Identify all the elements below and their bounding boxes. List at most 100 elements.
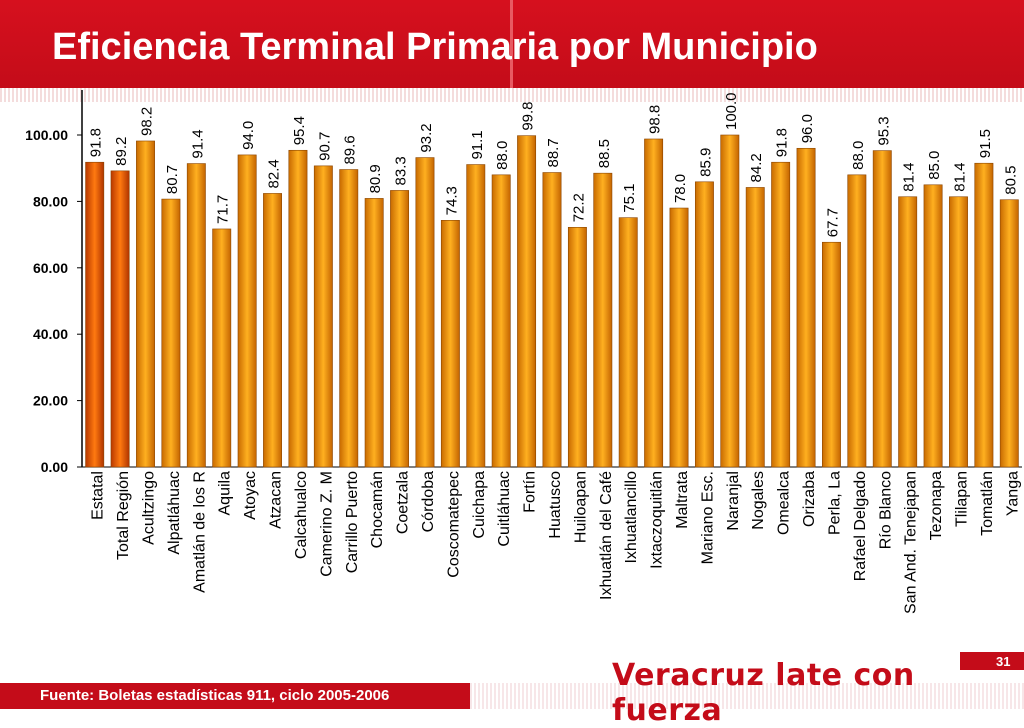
data-label: 89.6 — [342, 135, 359, 164]
y-tick-label: 60.00 — [33, 260, 68, 276]
data-label: 96.0 — [799, 114, 816, 143]
category-label: Cuichapa — [471, 471, 488, 539]
category-label: Ixtaczoquitlán — [649, 471, 666, 569]
data-label: 98.8 — [647, 105, 664, 134]
category-label: Total Región — [115, 471, 132, 560]
category-label: Coetzala — [395, 471, 412, 534]
category-label: Amatlán de los R — [191, 471, 208, 593]
bar — [618, 217, 638, 468]
data-label: 91.8 — [88, 128, 105, 157]
bar — [161, 198, 181, 468]
y-tick-label: 100.00 — [25, 127, 68, 143]
data-label: 85.0 — [926, 151, 943, 180]
category-label: Coscomatepec — [445, 471, 462, 578]
bar — [440, 220, 460, 468]
category-label: Ixhuatlán del Café — [598, 471, 615, 600]
category-label: Calcahualco — [293, 471, 310, 559]
bar — [644, 138, 664, 468]
data-label: 74.3 — [443, 186, 460, 215]
page-title: Eficiencia Terminal Primaria por Municip… — [52, 26, 818, 68]
bar — [339, 169, 359, 468]
x-axis-labels: Estatal Total Región Acultzingo Alpatláhuac… — [90, 471, 1022, 614]
bar — [720, 134, 740, 468]
bar — [542, 172, 562, 468]
data-label: 72.2 — [570, 193, 587, 222]
data-label: 83.3 — [393, 156, 410, 185]
bar — [999, 199, 1019, 468]
bar — [974, 162, 994, 468]
category-label: Córdoba — [420, 471, 437, 532]
category-label: Yanga — [1004, 471, 1021, 516]
data-label: 100.0 — [723, 92, 740, 130]
bar — [288, 149, 308, 468]
data-label: 67.7 — [824, 208, 841, 237]
footer-bar — [0, 683, 470, 709]
data-label: 80.7 — [164, 165, 181, 194]
y-tick-label: 80.00 — [33, 193, 68, 209]
bar — [263, 193, 282, 468]
header-stripe — [0, 88, 1024, 102]
bar — [872, 150, 892, 468]
category-label: Perla, La — [826, 471, 843, 535]
bar — [898, 196, 918, 468]
bar — [313, 165, 333, 468]
bar — [593, 172, 613, 468]
bar — [771, 161, 791, 468]
data-label: 95.4 — [291, 116, 308, 145]
data-label: 95.3 — [875, 116, 892, 145]
y-tick-label: 20.00 — [33, 393, 68, 409]
category-label: Alpatláhuac — [166, 471, 183, 555]
data-label: 75.1 — [621, 183, 638, 212]
slogan-logo: Veracruz late con fuerza — [612, 658, 915, 728]
data-label: 88.0 — [850, 141, 867, 170]
category-label: Chocamán — [369, 471, 386, 548]
data-label: 91.1 — [469, 130, 486, 159]
bar — [364, 198, 384, 468]
source-note: Fuente: Boletas estadísticas 911, ciclo … — [40, 687, 390, 704]
y-tick-label: 0.00 — [41, 459, 68, 475]
data-label: 88.0 — [494, 141, 511, 170]
bar — [567, 226, 587, 468]
bar — [110, 170, 130, 468]
category-label: Huiloapan — [572, 471, 589, 543]
category-label: Naranjal — [725, 471, 742, 531]
bar — [136, 140, 155, 468]
category-label: Mariano Esc. — [699, 471, 716, 564]
category-label: Cuitláhuac — [496, 471, 513, 547]
category-label: Estatal — [90, 471, 107, 520]
data-label: 81.4 — [901, 163, 918, 192]
data-label: 78.0 — [672, 174, 689, 203]
bar — [796, 147, 816, 468]
data-label: 90.7 — [316, 132, 333, 161]
category-label: Acultzingo — [141, 471, 158, 545]
bar — [491, 174, 511, 468]
data-label: 82.4 — [266, 159, 283, 188]
slide-number-box — [960, 652, 1024, 670]
bar — [415, 157, 435, 468]
bar — [847, 174, 867, 468]
data-label: 91.8 — [774, 128, 791, 157]
category-label: Atzacan — [268, 471, 285, 529]
data-label: 84.2 — [748, 153, 765, 182]
data-label: 80.5 — [1002, 166, 1019, 195]
category-label: Tlilapan — [953, 471, 970, 527]
category-label: Tomatlán — [979, 471, 996, 536]
category-label: Ixhuatlancillo — [623, 471, 640, 564]
category-label: Atoyac — [242, 471, 259, 520]
category-label: Nogales — [750, 471, 767, 530]
bar — [949, 196, 968, 468]
data-label: 99.8 — [520, 101, 537, 130]
data-label: 93.2 — [418, 123, 435, 152]
bar — [745, 187, 765, 468]
data-label: 91.5 — [977, 129, 994, 158]
data-label: 85.9 — [697, 148, 714, 177]
y-tick-label: 40.00 — [33, 326, 68, 342]
bar — [669, 207, 689, 468]
bars — [85, 134, 1019, 468]
data-label: 88.5 — [596, 139, 613, 168]
data-label: 81.4 — [951, 163, 968, 192]
data-label: 80.9 — [367, 164, 384, 193]
category-label: San And. Tenejapan — [903, 471, 920, 614]
bar — [390, 190, 410, 468]
